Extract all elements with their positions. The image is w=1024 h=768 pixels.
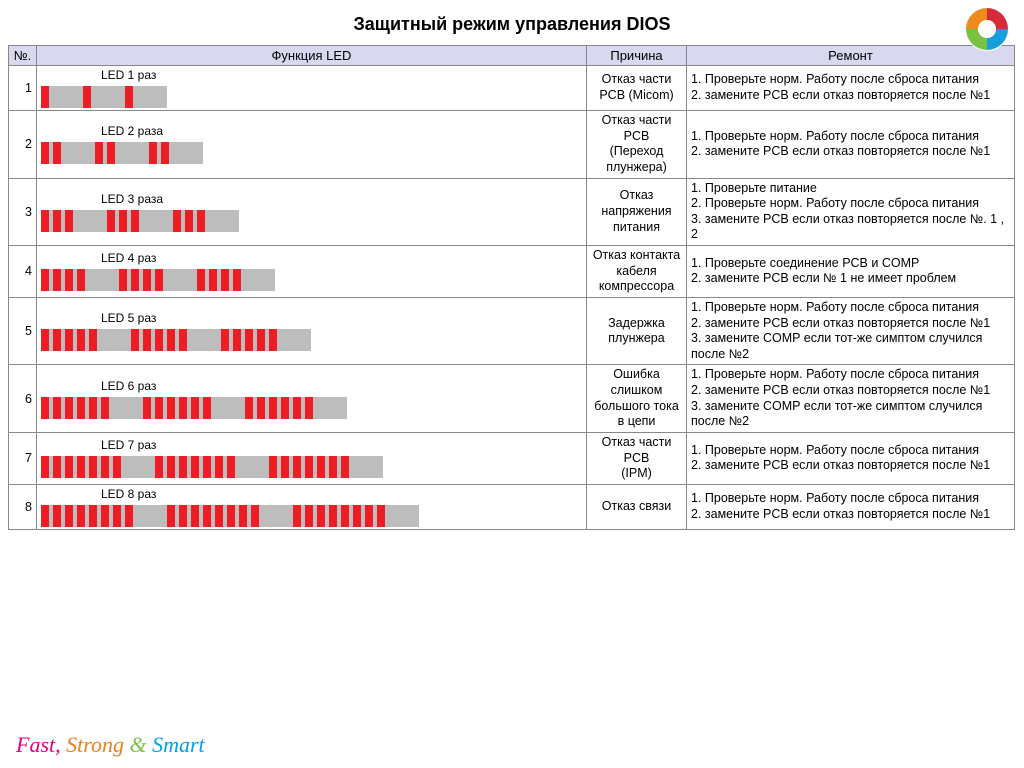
- fix-cell: 1. Проверьте норм. Работу после сброса п…: [687, 66, 1015, 111]
- header-num: №.: [9, 46, 37, 66]
- led-caption: LED 4 раз: [101, 251, 582, 265]
- row-number: 7: [9, 432, 37, 484]
- led-function-cell: LED 5 раз: [37, 297, 587, 365]
- brand-logo: [964, 6, 1010, 52]
- led-function-cell: LED 3 раза: [37, 178, 587, 246]
- fix-cell: 1. Проверьте норм. Работу после сброса п…: [687, 484, 1015, 529]
- row-number: 3: [9, 178, 37, 246]
- row-number: 2: [9, 111, 37, 179]
- led-function-cell: LED 6 раз: [37, 365, 587, 433]
- led-function-cell: LED 7 раз: [37, 432, 587, 484]
- fix-cell: 1. Проверьте норм. Работу после сброса п…: [687, 111, 1015, 179]
- led-strip: [41, 86, 582, 108]
- fix-cell: 1. Проверьте соединение PCB и COMP2. зам…: [687, 246, 1015, 298]
- tagline-word-fast: Fast,: [16, 732, 61, 757]
- led-strip: [41, 269, 582, 291]
- header-cause: Причина: [587, 46, 687, 66]
- tagline-word-amp: &: [129, 732, 146, 757]
- tagline-word-strong: Strong: [66, 732, 124, 757]
- led-strip: [41, 456, 582, 478]
- led-function-cell: LED 8 раз: [37, 484, 587, 529]
- led-caption: LED 6 раз: [101, 379, 582, 393]
- table-row: 3 LED 3 раза Отказ напряжения питания1. Пр…: [9, 178, 1015, 246]
- led-caption: LED 7 раз: [101, 438, 582, 452]
- table-row: 7 LED 7 раз Отказ части PCB(IPM)1. Проверь…: [9, 432, 1015, 484]
- row-number: 1: [9, 66, 37, 111]
- led-caption: LED 1 раз: [101, 68, 582, 82]
- led-caption: LED 3 раза: [101, 192, 582, 206]
- cause-cell: Отказ части PCB(IPM): [587, 432, 687, 484]
- table-row: 2 LED 2 раза Отказ части PCB(Переход плунж…: [9, 111, 1015, 179]
- row-number: 4: [9, 246, 37, 298]
- cause-cell: Отказ связи: [587, 484, 687, 529]
- table-row: 4 LED 4 раз Отказ контакта кабеля компресс…: [9, 246, 1015, 298]
- brand-tagline: Fast, Strong & Smart: [16, 732, 205, 758]
- led-caption: LED 5 раз: [101, 311, 582, 325]
- led-strip: [41, 397, 582, 419]
- table-row: 6 LED 6 раз Ошибка слишком большого тока в…: [9, 365, 1015, 433]
- table-header-row: №. Функция LED Причина Ремонт: [9, 46, 1015, 66]
- fix-cell: 1. Проверьте питание2. Проверьте норм. Р…: [687, 178, 1015, 246]
- cause-cell: Отказ напряжения питания: [587, 178, 687, 246]
- led-caption: LED 8 раз: [101, 487, 582, 501]
- table-row: 1 LED 1 раз Отказ части PCB (Micom)1. Пров…: [9, 66, 1015, 111]
- led-function-cell: LED 2 раза: [37, 111, 587, 179]
- page-title: Защитный режим управления DIOS: [0, 0, 1024, 45]
- cause-cell: Ошибка слишком большого тока в цепи: [587, 365, 687, 433]
- led-strip: [41, 505, 582, 527]
- fix-cell: 1. Проверьте норм. Работу после сброса п…: [687, 297, 1015, 365]
- table-row: 8 LED 8 раз Отказ связи1. Проверьте норм. …: [9, 484, 1015, 529]
- row-number: 8: [9, 484, 37, 529]
- cause-cell: Отказ части PCB (Micom): [587, 66, 687, 111]
- header-func: Функция LED: [37, 46, 587, 66]
- led-function-cell: LED 1 раз: [37, 66, 587, 111]
- row-number: 5: [9, 297, 37, 365]
- cause-cell: Задержка плунжера: [587, 297, 687, 365]
- diagnosis-table: №. Функция LED Причина Ремонт 1 LED 1 раз…: [8, 45, 1015, 530]
- led-caption: LED 2 раза: [101, 124, 582, 138]
- led-strip: [41, 329, 582, 351]
- led-strip: [41, 142, 582, 164]
- led-strip: [41, 210, 582, 232]
- table-row: 5 LED 5 раз Задержка плунжера1. Проверьте …: [9, 297, 1015, 365]
- cause-cell: Отказ части PCB(Переход плунжера): [587, 111, 687, 179]
- fix-cell: 1. Проверьте норм. Работу после сброса п…: [687, 365, 1015, 433]
- led-function-cell: LED 4 раз: [37, 246, 587, 298]
- row-number: 6: [9, 365, 37, 433]
- fix-cell: 1. Проверьте норм. Работу после сброса п…: [687, 432, 1015, 484]
- cause-cell: Отказ контакта кабеля компрессора: [587, 246, 687, 298]
- tagline-word-smart: Smart: [152, 732, 205, 757]
